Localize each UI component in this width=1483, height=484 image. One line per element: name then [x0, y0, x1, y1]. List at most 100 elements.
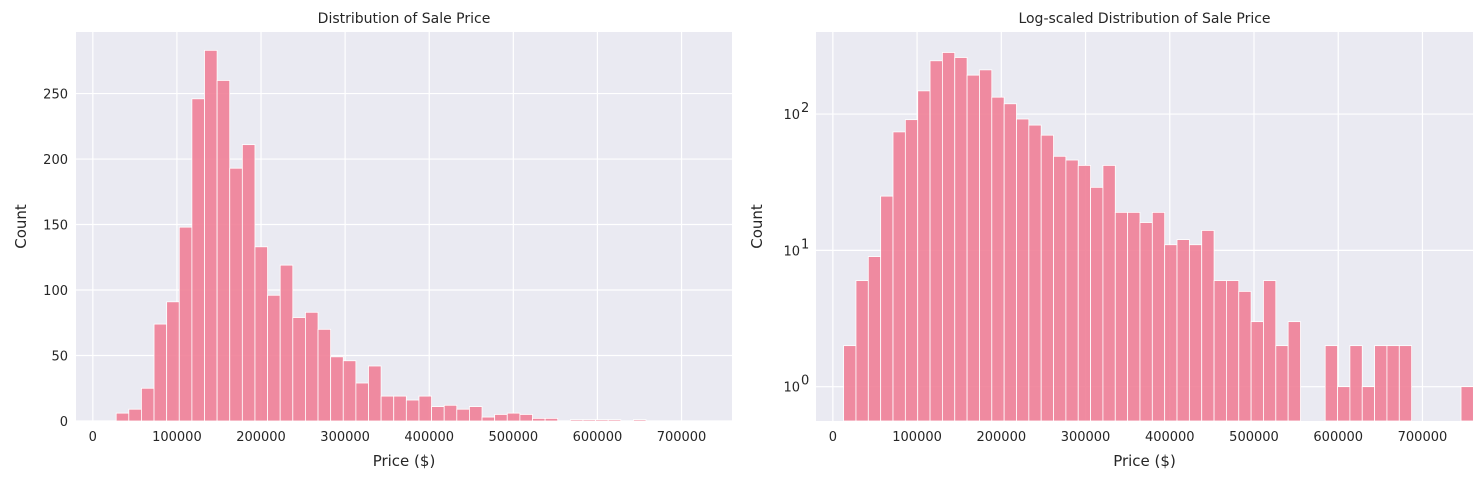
x-tick-label: 200000 [976, 430, 1026, 445]
histogram-bar [229, 167, 243, 422]
histogram-bar [128, 408, 142, 422]
x-tick-label: 400000 [1145, 430, 1195, 445]
histogram-bar [1188, 244, 1203, 422]
histogram-bar [254, 246, 268, 422]
histogram-bar [267, 294, 281, 422]
histogram-bar [1127, 211, 1141, 422]
histogram-bar [1213, 280, 1227, 422]
histogram-bar [355, 382, 369, 422]
x-tick-label: 700000 [657, 430, 707, 445]
histogram-bar [1164, 244, 1178, 422]
histogram-bar [1275, 345, 1289, 422]
histogram-bar [330, 356, 344, 422]
histogram-bar [305, 311, 319, 422]
x-tick-label: 100000 [892, 430, 942, 445]
histogram-bar [481, 416, 496, 422]
histogram-bar [1324, 345, 1338, 422]
histogram-bar [431, 406, 445, 422]
histogram-bar [178, 226, 193, 422]
histogram-bar [942, 52, 956, 422]
histogram-bar [1139, 222, 1153, 422]
histogram-bar [1263, 280, 1277, 422]
histogram-bar [204, 49, 218, 422]
x-axis-label: Price ($) [1113, 452, 1176, 470]
histogram-bar [1102, 165, 1116, 422]
histogram-bar [929, 60, 943, 422]
histogram-bar [1349, 345, 1363, 422]
x-axis-label: Price ($) [373, 452, 436, 470]
histogram-bar [1386, 345, 1400, 422]
histogram-bar [892, 131, 906, 422]
x-tick-label: 500000 [1229, 430, 1279, 445]
histogram-bar [153, 323, 168, 422]
histogram-bar [191, 98, 205, 422]
histogram-bar [506, 412, 521, 422]
histogram-bar [633, 419, 647, 422]
y-tick-label: 100 [43, 284, 68, 299]
histogram-bar [342, 360, 357, 422]
histogram-bar [569, 419, 584, 422]
histogram-bar [1003, 103, 1017, 422]
histogram-bar [1016, 118, 1030, 422]
histogram-bar [880, 195, 894, 422]
histogram-bar [418, 395, 432, 422]
chart-panel-2: 0 100000 200000 300000 400000 500000 600000 700… [748, 11, 1474, 470]
histogram-bar [456, 408, 470, 422]
histogram-bar [1028, 124, 1042, 422]
histogram-bar [393, 395, 407, 422]
histogram-bar [405, 399, 420, 422]
x-tick-label: 0 [829, 430, 837, 445]
y-tick-label: 10 [783, 381, 800, 396]
histogram-bar [1287, 321, 1301, 422]
histogram-bar [1398, 345, 1413, 422]
histogram-bar [1201, 230, 1215, 422]
histogram-bar [1114, 211, 1129, 422]
histogram-bar [317, 328, 332, 422]
histogram-bar [1226, 280, 1240, 422]
histogram-bar [241, 144, 256, 422]
histogram-bar [966, 74, 980, 422]
histogram-bar [494, 414, 508, 422]
chart-title: Log-scaled Distribution of Sale Price [1018, 11, 1270, 27]
histogram-bar [867, 256, 882, 422]
histogram-bar [1077, 165, 1091, 422]
chart-panel-1: 0 100000 200000 300000 400000 500000 600000 700… [12, 11, 732, 470]
histogram-bar [115, 412, 130, 422]
y-tick-label: 150 [43, 219, 68, 234]
y-tick-label: 10 [783, 244, 800, 259]
y-axis-label: Count [12, 204, 30, 249]
x-tick-label: 200000 [236, 430, 286, 445]
histogram-bar [954, 57, 968, 422]
histogram-bar [532, 417, 546, 422]
histogram-bar [544, 417, 559, 422]
histogram-bar [368, 365, 382, 422]
histogram-bar [1090, 186, 1104, 422]
chart-title: Distribution of Sale Price [318, 11, 491, 27]
y-tick-label: 10 [783, 108, 800, 123]
histogram-bar [582, 419, 596, 422]
x-tick-label: 0 [89, 430, 97, 445]
histogram-bar [469, 406, 483, 422]
histogram-bar [1460, 386, 1474, 422]
histogram-bar [979, 69, 993, 422]
histogram-bar [917, 90, 931, 422]
histogram-bar [443, 404, 458, 422]
x-tick-label: 300000 [1061, 430, 1111, 445]
histogram-bar [380, 395, 395, 422]
histogram-bar [1040, 134, 1054, 422]
x-tick-label: 600000 [573, 430, 623, 445]
y-tick-exponent: 0 [801, 374, 809, 389]
histogram-bar [1250, 321, 1264, 422]
histogram-bar [1176, 239, 1190, 422]
histogram-bar [1151, 211, 1166, 422]
histogram-bar [141, 387, 155, 422]
histogram-bar [843, 345, 857, 422]
histogram-bar [1053, 155, 1067, 422]
x-tick-label: 100000 [152, 430, 202, 445]
x-tick-label: 600000 [1313, 430, 1363, 445]
y-tick-label: 0 [60, 415, 68, 430]
y-tick-label: 250 [43, 88, 68, 103]
histogram-bar [904, 119, 919, 422]
y-tick-exponent: 2 [801, 101, 809, 116]
